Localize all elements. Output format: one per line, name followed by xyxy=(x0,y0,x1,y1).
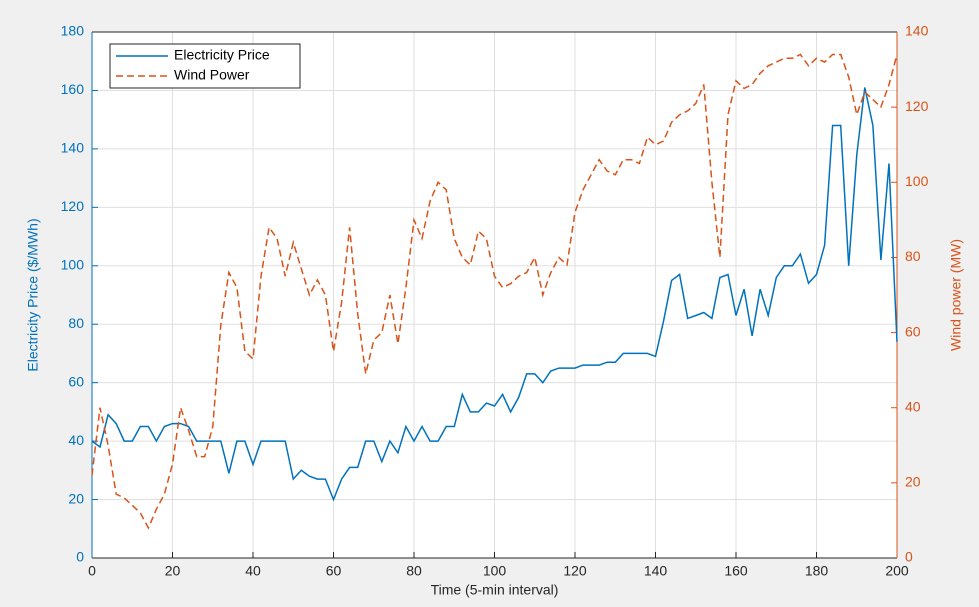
y2-tick-label: 140 xyxy=(905,23,929,39)
y-axis-label: Electricity Price ($/MWh) xyxy=(25,218,41,371)
y-tick-label: 140 xyxy=(61,140,85,156)
x-tick-label: 160 xyxy=(724,563,748,579)
y2-tick-label: 120 xyxy=(905,98,929,114)
x-tick-label: 100 xyxy=(483,563,507,579)
y-tick-label: 60 xyxy=(68,373,84,389)
legend-box xyxy=(109,43,301,89)
y2-axis-label: Wind power (MW) xyxy=(948,239,964,351)
y-tick-label: 80 xyxy=(68,315,84,331)
x-tick-label: 20 xyxy=(165,563,181,579)
x-tick-label: 140 xyxy=(644,563,668,579)
y-tick-label: 0 xyxy=(76,549,84,565)
y-tick-label: 100 xyxy=(61,256,85,272)
x-tick-label: 40 xyxy=(245,563,261,579)
y2-tick-label: 0 xyxy=(905,549,913,565)
y2-tick-label: 80 xyxy=(905,248,921,264)
x-tick-label: 80 xyxy=(406,563,422,579)
legend-label: Wind Power xyxy=(174,67,250,83)
y2-tick-label: 40 xyxy=(905,398,921,414)
x-tick-label: 0 xyxy=(88,563,96,579)
y-tick-label: 40 xyxy=(68,432,84,448)
x-tick-label: 200 xyxy=(885,563,909,579)
x-tick-label: 120 xyxy=(563,563,587,579)
y2-tick-label: 60 xyxy=(905,323,921,339)
y-tick-label: 120 xyxy=(61,198,85,214)
x-axis-label: Time (5-min interval) xyxy=(431,582,559,598)
series-line xyxy=(91,53,898,530)
x-tick-label: 60 xyxy=(326,563,342,579)
y-tick-label: 20 xyxy=(68,490,84,506)
y2-tick-label: 20 xyxy=(905,474,921,490)
y2-tick-label: 100 xyxy=(905,173,929,189)
x-tick-label: 180 xyxy=(805,563,829,579)
series-line xyxy=(91,87,898,502)
y-tick-label: 180 xyxy=(61,23,85,39)
y-tick-label: 160 xyxy=(61,81,85,97)
legend-label: Electricity Price xyxy=(174,47,270,63)
